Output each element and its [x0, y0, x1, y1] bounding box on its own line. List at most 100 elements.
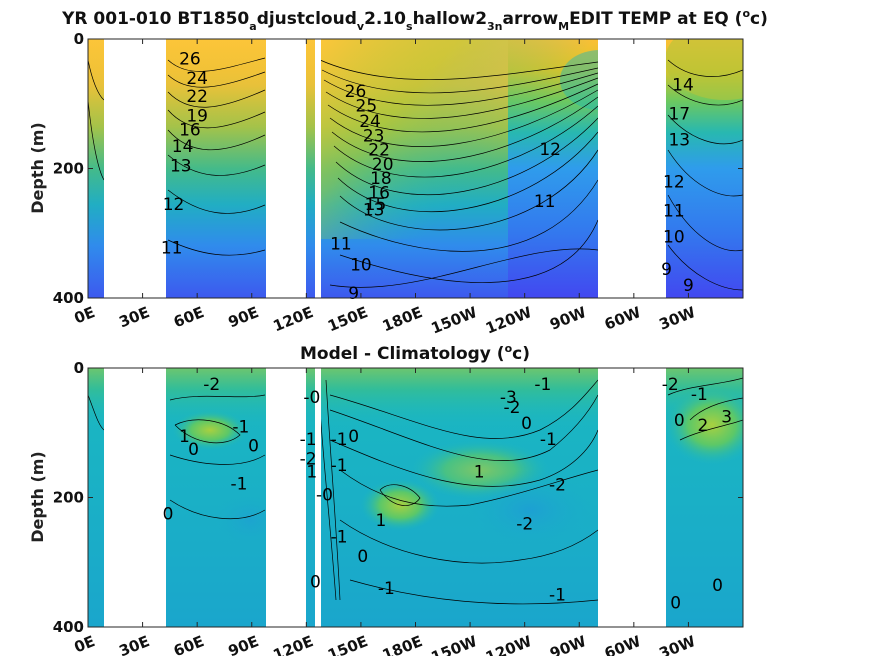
x-tick-label: 30W	[656, 303, 698, 334]
contour-label: -3	[500, 388, 517, 408]
x-tick-label: 120W	[483, 632, 535, 656]
x-tick-label: 90E	[226, 632, 262, 656]
title-segment: a	[249, 20, 256, 33]
x-tick-label: 120E	[271, 632, 316, 656]
upper-panel-y-ticks: 0 200 400	[53, 30, 743, 307]
contour-label: 26	[179, 49, 201, 69]
lower-panel-title: Model - Climatology (oc)	[300, 342, 530, 364]
title-segment: djustcloud	[257, 9, 357, 29]
contour-label: -1	[232, 417, 249, 437]
contour-label: 0	[248, 437, 259, 457]
contour-label: -1	[300, 430, 317, 450]
contour-label: 0	[348, 427, 359, 447]
contour-label: 12	[539, 140, 561, 160]
contour-label: -0	[303, 388, 320, 408]
contour-label: 13	[668, 130, 690, 150]
y-tick-label: 0	[74, 30, 84, 48]
contour-label: -1	[331, 527, 348, 547]
upper-panel-isotherms	[88, 57, 743, 291]
x-tick-label: 30E	[116, 632, 152, 656]
contour-label: -1	[331, 430, 348, 450]
contour-label: 0	[670, 593, 681, 613]
contour-label: 22	[186, 87, 208, 107]
contour-label: -2	[516, 514, 533, 534]
contour-label: 17	[668, 104, 690, 124]
y-tick-label: 0	[74, 359, 84, 377]
lower-panel-land-mask	[104, 368, 666, 627]
contour-label: -2	[549, 476, 566, 496]
contour-label: -2	[203, 375, 220, 395]
y-tick-label: 400	[53, 618, 84, 636]
contour-label: 18	[370, 169, 392, 189]
contour-label: 23	[363, 126, 385, 146]
x-tick-label: 150W	[428, 632, 480, 656]
contour-label: 16	[179, 121, 201, 141]
contour-label: -1	[534, 375, 551, 395]
contour-label: -2	[300, 450, 317, 470]
x-tick-label: 90W	[547, 303, 589, 334]
contour-label: -1	[549, 586, 566, 606]
contour-label: 24	[186, 69, 208, 89]
x-tick-label: 180E	[380, 303, 425, 335]
contour-label: 2	[698, 416, 709, 436]
contour-label: 1	[306, 463, 317, 483]
x-tick-label: 150E	[325, 303, 370, 335]
contour-label: 0	[674, 411, 685, 431]
x-tick-label: 30E	[116, 303, 152, 331]
contour-label: 12	[163, 195, 185, 215]
x-tick-label: 60E	[171, 632, 207, 656]
upper-panel-contour-labels: 2624221916141312112625242322201816151311…	[161, 49, 694, 303]
contour-label: -0	[316, 485, 333, 505]
contour-label: 11	[663, 202, 685, 222]
contour-label: -2	[503, 398, 520, 418]
contour-label: -1	[540, 430, 557, 450]
x-tick-label: 120W	[483, 303, 535, 338]
contour-label: 14	[172, 137, 194, 157]
upper-panel-y-axis-label: Depth (m)	[28, 122, 47, 214]
contour-label: 19	[186, 106, 208, 126]
lower-panel-contour-labels: -2-110 0-10-0-1-21-0-1-10-10-101-3-2-10-1…	[163, 375, 732, 613]
y-tick-label: 200	[53, 160, 84, 178]
title-segment: 2.10	[364, 9, 406, 29]
title-segment: v	[357, 20, 365, 33]
title-segment: c)	[750, 9, 768, 29]
contour-label: 12	[663, 172, 685, 192]
upper-panel-land-mask	[104, 39, 666, 298]
x-tick-label: 60W	[602, 632, 644, 656]
contour-label: 26	[345, 82, 367, 102]
contour-label: 0	[712, 576, 723, 596]
contour-label: 0	[521, 414, 532, 434]
contour-label: -2	[662, 375, 679, 395]
contour-label: 25	[356, 97, 378, 117]
contour-label: 9	[661, 260, 672, 280]
lower-panel-isolines	[88, 377, 743, 605]
lower-panel-y-axis-label: Depth (m)	[28, 451, 47, 543]
contour-label: 10	[663, 227, 685, 247]
contour-label: -1	[378, 579, 395, 599]
x-tick-label: 180E	[380, 632, 425, 656]
x-tick-label: 150W	[428, 303, 480, 338]
title-segment: c)	[512, 344, 530, 364]
y-tick-label: 400	[53, 289, 84, 307]
contour-label: 13	[363, 200, 385, 220]
x-tick-label: 90E	[226, 303, 262, 331]
x-tick-label: 0E	[72, 632, 98, 656]
x-tick-label: 60W	[602, 303, 644, 334]
title-segment: M	[558, 20, 569, 33]
title-segment: o	[742, 7, 750, 20]
title-segment: o	[505, 342, 513, 355]
contour-label: 14	[672, 75, 694, 95]
contour-label: 1	[376, 511, 387, 531]
y-tick-label: 200	[53, 489, 84, 507]
lower-panel-anomaly: Model - Climatology (oc)	[28, 342, 744, 656]
contour-label: 9	[348, 284, 359, 304]
contour-label: 9	[683, 276, 694, 296]
x-tick-label: 90W	[547, 632, 589, 656]
contour-label: -1	[231, 474, 248, 494]
contour-label: -1	[691, 385, 708, 405]
x-tick-label: 150E	[325, 632, 370, 656]
contour-label: 0	[188, 440, 199, 460]
upper-panel-title: YR 001-010 BT1850adjustcloudv2.10shallow…	[61, 7, 768, 33]
